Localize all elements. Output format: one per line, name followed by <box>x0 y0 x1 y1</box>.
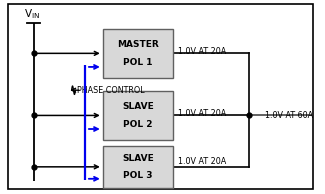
Text: V$_{\mathsf{IN}}$: V$_{\mathsf{IN}}$ <box>24 7 40 21</box>
Text: 1.0V AT 20A: 1.0V AT 20A <box>178 158 227 166</box>
Text: POL 2: POL 2 <box>123 120 153 129</box>
Text: PHASE CONTROL: PHASE CONTROL <box>77 86 145 95</box>
Bar <box>103 91 173 140</box>
Text: POL 3: POL 3 <box>123 171 153 180</box>
Text: SLAVE: SLAVE <box>122 102 154 111</box>
Bar <box>103 146 173 188</box>
Bar <box>103 29 173 78</box>
Text: MASTER: MASTER <box>117 40 159 49</box>
Text: 1.0V AT 20A: 1.0V AT 20A <box>178 109 227 118</box>
Text: 1.0V AT 20A: 1.0V AT 20A <box>178 47 227 56</box>
Text: 1.0V AT 60A: 1.0V AT 60A <box>265 111 313 120</box>
Text: SLAVE: SLAVE <box>122 154 154 163</box>
Text: POL 1: POL 1 <box>123 58 153 67</box>
